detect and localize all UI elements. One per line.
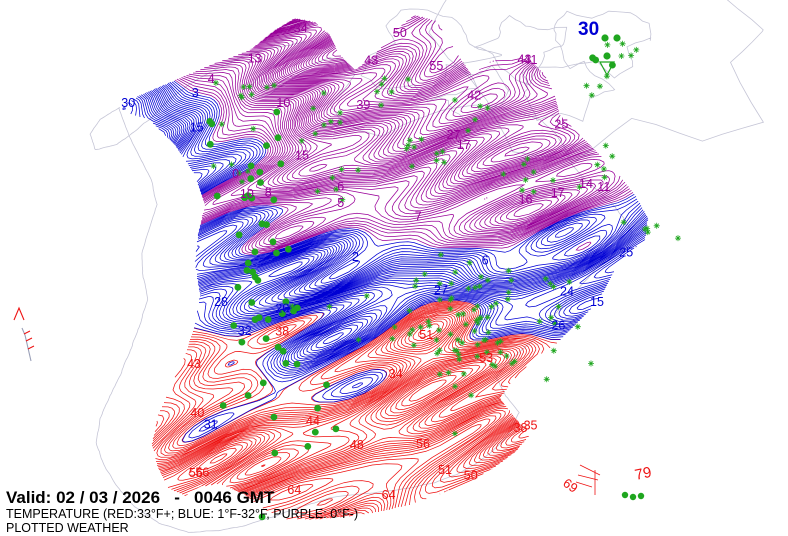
svg-text:48: 48: [350, 438, 364, 452]
svg-text:16: 16: [519, 192, 533, 206]
svg-text:26: 26: [551, 319, 565, 333]
svg-text:28: 28: [214, 295, 228, 309]
svg-text:38: 38: [275, 325, 289, 339]
svg-text:56: 56: [416, 437, 430, 451]
svg-text:5: 5: [337, 196, 344, 210]
svg-text:2: 2: [352, 250, 359, 264]
svg-text:30: 30: [121, 96, 135, 110]
svg-text:25: 25: [619, 246, 633, 260]
svg-text:64: 64: [382, 488, 396, 502]
svg-text:13: 13: [248, 52, 262, 66]
svg-text:64: 64: [287, 483, 301, 497]
svg-text:10: 10: [276, 96, 290, 110]
svg-text:8: 8: [265, 186, 272, 200]
svg-text:42: 42: [467, 89, 481, 103]
svg-text:43: 43: [187, 357, 201, 371]
svg-text:6: 6: [482, 253, 489, 267]
svg-text:10: 10: [240, 187, 254, 201]
svg-text:20: 20: [275, 302, 289, 316]
svg-text:17: 17: [457, 138, 471, 152]
svg-text:43: 43: [364, 54, 378, 68]
svg-text:7: 7: [415, 209, 422, 223]
svg-text:4: 4: [208, 72, 215, 86]
svg-text:25: 25: [554, 117, 568, 131]
svg-text:32: 32: [238, 324, 252, 338]
svg-text:79: 79: [633, 464, 653, 484]
svg-text:51: 51: [438, 463, 452, 477]
svg-text:39: 39: [356, 98, 370, 112]
svg-text:34: 34: [294, 21, 308, 35]
svg-text:50: 50: [393, 26, 407, 40]
svg-text:11: 11: [597, 180, 610, 194]
svg-text:15: 15: [295, 148, 309, 162]
svg-text:50: 50: [464, 469, 478, 483]
svg-text:31: 31: [204, 418, 218, 432]
svg-text:6: 6: [337, 180, 344, 194]
svg-text:34: 34: [389, 367, 403, 381]
svg-text:24: 24: [560, 284, 574, 298]
svg-text:41: 41: [524, 53, 538, 67]
svg-text:51: 51: [419, 328, 433, 342]
svg-text:40: 40: [190, 406, 204, 420]
svg-text:55: 55: [429, 59, 443, 73]
svg-text:17: 17: [551, 186, 565, 200]
svg-text:14: 14: [579, 177, 593, 191]
svg-text:44: 44: [306, 414, 320, 428]
svg-text:53: 53: [479, 351, 493, 365]
svg-text:56: 56: [189, 466, 203, 480]
svg-text:15: 15: [590, 295, 604, 309]
svg-text:3: 3: [192, 86, 199, 100]
svg-text:35: 35: [524, 419, 538, 433]
svg-text:27: 27: [434, 283, 448, 297]
svg-text:15: 15: [190, 121, 204, 135]
svg-text:0: 0: [232, 167, 239, 181]
svg-text:30: 30: [578, 19, 599, 40]
